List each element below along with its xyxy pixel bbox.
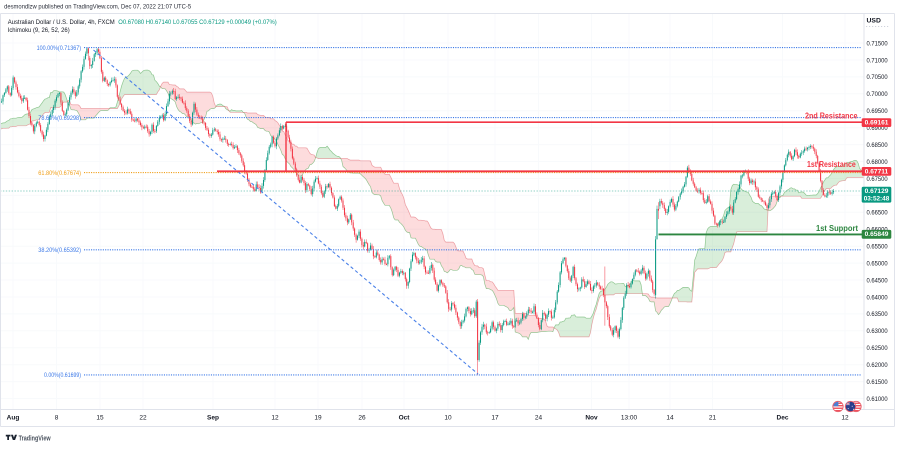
svg-text:1st Support: 1st Support	[816, 224, 858, 233]
svg-text:O0.67080 H0.67140 L0.67055 C0.: O0.67080 H0.67140 L0.67055 C0.67129 +0.0…	[118, 19, 276, 26]
svg-text:0.68000: 0.68000	[867, 159, 888, 166]
svg-text:0.65500: 0.65500	[867, 244, 888, 251]
svg-text:10: 10	[444, 415, 452, 422]
svg-text:14: 14	[666, 415, 674, 422]
svg-text:22: 22	[139, 415, 147, 422]
svg-text:19: 19	[314, 415, 322, 422]
svg-text:15: 15	[96, 415, 104, 422]
svg-text:61.80%(0.67674): 61.80%(0.67674)	[38, 170, 81, 177]
svg-text:TradingView: TradingView	[19, 433, 51, 442]
svg-text:0.67129: 0.67129	[865, 188, 889, 195]
svg-text:Australian Dollar / U.S. Dolla: Australian Dollar / U.S. Dollar, 4h, FXC…	[8, 19, 115, 26]
svg-text:0.00%(0.61699): 0.00%(0.61699)	[44, 372, 81, 379]
svg-text:0.70500: 0.70500	[867, 74, 888, 81]
svg-text:0.62500: 0.62500	[867, 345, 888, 352]
svg-text:12: 12	[271, 415, 279, 422]
svg-text:0.66500: 0.66500	[867, 210, 888, 217]
svg-text:1st Resistance: 1st Resistance	[807, 160, 856, 169]
svg-text:0.63500: 0.63500	[867, 311, 888, 318]
svg-text:8: 8	[55, 415, 59, 422]
svg-text:0.65000: 0.65000	[867, 260, 888, 267]
svg-text:Aug: Aug	[7, 415, 20, 422]
svg-text:0.68500: 0.68500	[867, 142, 888, 149]
svg-text:0.64000: 0.64000	[867, 294, 888, 301]
svg-text:desmondlzw published on Tradin: desmondlzw published on TradingView.com,…	[4, 4, 191, 11]
svg-text:17: 17	[491, 415, 499, 422]
svg-text:26: 26	[358, 415, 366, 422]
svg-text:24: 24	[535, 415, 543, 422]
svg-text:38.20%(0.65392): 38.20%(0.65392)	[38, 247, 81, 254]
svg-text:USD: USD	[867, 18, 881, 25]
svg-text:100.00%(0.71367): 100.00%(0.71367)	[37, 45, 81, 52]
svg-text:0.64500: 0.64500	[867, 277, 888, 284]
svg-text:Oct: Oct	[399, 415, 411, 422]
svg-text:21: 21	[709, 415, 717, 422]
svg-text:Sep: Sep	[207, 415, 219, 422]
svg-text:78.60%(0.69298): 78.60%(0.69298)	[38, 115, 81, 122]
svg-text:0.61500: 0.61500	[867, 379, 888, 386]
svg-text:0.71000: 0.71000	[867, 57, 888, 64]
svg-text:Dec: Dec	[777, 415, 789, 422]
svg-text:0.69000: 0.69000	[867, 125, 888, 132]
svg-text:0.67711: 0.67711	[865, 168, 889, 175]
svg-text:0.63000: 0.63000	[867, 328, 888, 335]
svg-text:2nd Resistance: 2nd Resistance	[805, 111, 858, 120]
svg-text:0.61000: 0.61000	[867, 396, 888, 403]
svg-text:0.67500: 0.67500	[867, 176, 888, 183]
svg-text:0.69500: 0.69500	[867, 108, 888, 115]
svg-text:0.70000: 0.70000	[867, 91, 888, 98]
svg-text:12: 12	[841, 415, 849, 422]
svg-text:0.69161: 0.69161	[865, 120, 889, 127]
svg-text:03:52:48: 03:52:48	[864, 196, 890, 203]
svg-text:13:00: 13:00	[621, 415, 638, 422]
svg-text:Ichimoku (9, 26, 52, 26): Ichimoku (9, 26, 52, 26)	[8, 27, 70, 34]
svg-text:0.65849: 0.65849	[865, 231, 889, 238]
svg-text:0.71500: 0.71500	[867, 40, 888, 47]
svg-text:Nov: Nov	[585, 415, 598, 422]
svg-text:0.62000: 0.62000	[867, 362, 888, 369]
